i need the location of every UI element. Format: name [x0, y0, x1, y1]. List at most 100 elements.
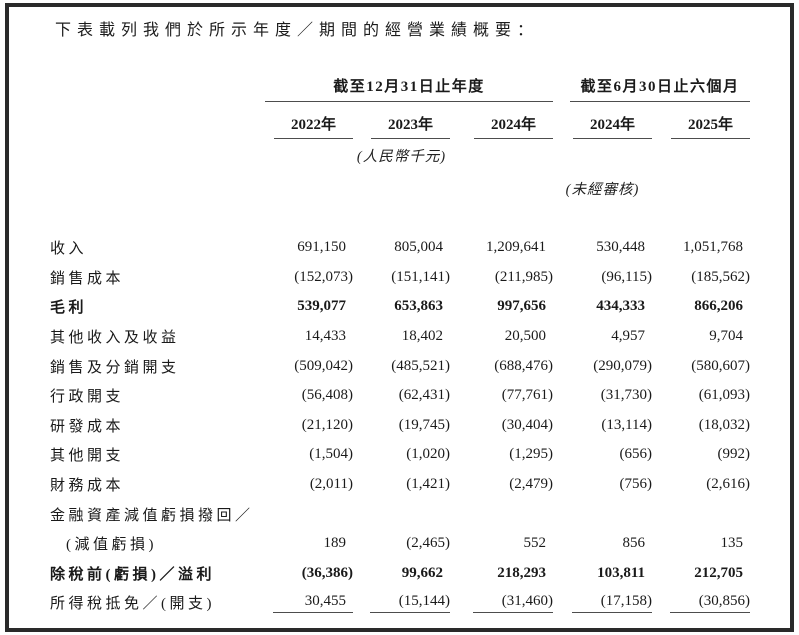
cell-value: 653,863 [394, 298, 443, 315]
cell-value: 99,662 [401, 564, 443, 581]
table-row-cost-of-sales: 銷售成本 (152,073) (151,141) (211,985) (96,1… [50, 263, 750, 293]
row-label: 其他收入及收益 [50, 330, 180, 347]
row-label: 行政開支 [50, 389, 125, 406]
unaudited-note: (未經審核) [565, 181, 640, 198]
row-label: 收入 [50, 241, 88, 258]
cell-value: (17,158) [553, 588, 653, 618]
cell-value: 552 [523, 535, 547, 552]
year-header-row: 2022年 2023年 2024年 2024年 2025年 [50, 102, 751, 139]
cell-value: 1,209,641 [486, 239, 547, 256]
row-label: 所得稅抵免／(開支) [50, 596, 215, 613]
cell-value: 1,051,768 [683, 239, 744, 256]
row-label: 銷售及分銷開支 [50, 359, 180, 376]
cell-value: (290,079) [593, 357, 653, 374]
empty-cell [50, 139, 265, 171]
cell-value: 18,402 [401, 328, 443, 345]
cell-value: (31,460) [450, 588, 554, 618]
col-group-interim-label: 截至6月30日止六個月 [570, 75, 751, 102]
empty-cell [652, 171, 750, 205]
empty-cell [353, 171, 450, 205]
col-group-interim: 截至6月30日止六個月 [553, 75, 751, 102]
table-row-admin-expenses: 行政開支 (56,408) (62,431) (77,761) (31,730)… [50, 381, 750, 411]
cell-value: (19,745) [398, 416, 450, 433]
cell-value: (485,521) [391, 357, 450, 374]
cell-value: 539,077 [297, 298, 346, 315]
cell-value: (185,562) [691, 268, 751, 285]
cell-value: (36,386) [301, 564, 353, 581]
row-label: 研發成本 [50, 418, 125, 435]
empty-cell [652, 139, 750, 171]
table-row-profit-before-tax: 除稅前(虧損)／溢利 (36,386) 99,662 218,293 103,8… [50, 559, 750, 589]
cell-value: (2,465) [406, 535, 450, 552]
cell-value: (2,479) [509, 476, 554, 493]
cell-value: 4,957 [611, 328, 646, 345]
cell-value: 212,705 [694, 564, 744, 581]
cell-value: (31,730) [600, 387, 653, 404]
row-label: 除稅前(虧損)／溢利 [50, 566, 215, 583]
cell-value: (1,020) [406, 446, 450, 463]
cell-value: 14,433 [304, 328, 346, 345]
cell-value [652, 499, 750, 529]
cell-value [450, 499, 553, 529]
table-row-impairment-line1: 金融資產減值虧損撥回／ [50, 499, 750, 529]
table-row-income-tax: 所得稅抵免／(開支) 30,455 (15,144) (31,460) (17,… [50, 588, 751, 618]
cell-value: (756) [619, 476, 653, 493]
empty-cell [50, 75, 265, 102]
cell-value: (62,431) [398, 387, 450, 404]
cell-value: (151,141) [391, 268, 450, 285]
currency-note: (人民幣千元) [356, 148, 447, 165]
cell-value: 20,500 [504, 328, 547, 345]
cell-value: (992) [717, 446, 751, 463]
financial-table: 截至12月31日止年度 截至6月30日止六個月 2022年 2023年 2024… [50, 75, 751, 618]
cell-value: 103,811 [597, 564, 646, 581]
year-header: 2025年 [652, 102, 751, 139]
group-header-row: 截至12月31日止年度 截至6月30日止六個月 [50, 75, 751, 102]
table-row-revenue: 收入 691,150 805,004 1,209,641 530,448 1,0… [50, 233, 750, 263]
cell-value: 856 [622, 535, 646, 552]
cell-value: (18,032) [698, 416, 751, 433]
cell-value: 30,455 [265, 588, 353, 618]
cell-value: (77,761) [501, 387, 554, 404]
cell-value: (2,616) [706, 476, 751, 493]
cell-value: (509,042) [294, 357, 353, 374]
year-header: 2024年 [553, 102, 653, 139]
table-row-rd-costs: 研發成本 (21,120) (19,745) (30,404) (13,114)… [50, 411, 750, 441]
table-row-selling-expenses: 銷售及分銷開支 (509,042) (485,521) (688,476) (2… [50, 351, 750, 381]
cell-value: (656) [619, 446, 653, 463]
empty-cell [553, 139, 652, 171]
section-intro: 下表載列我們於所示年度／期間的經營業績概要： [55, 22, 540, 39]
cell-value: (1,295) [509, 446, 554, 463]
cell-value: (2,011) [309, 476, 353, 493]
col-group-annual: 截至12月31日止年度 [265, 75, 554, 102]
row-label: 銷售成本 [50, 270, 125, 287]
empty-cell [265, 171, 353, 205]
cell-value: 805,004 [394, 239, 443, 256]
table-row-other-expenses: 其他開支 (1,504) (1,020) (1,295) (656) (992) [50, 440, 750, 470]
cell-value: 189 [323, 535, 347, 552]
cell-value: 218,293 [497, 564, 547, 581]
table-row-finance-costs: 財務成本 (2,011) (1,421) (2,479) (756) (2,61… [50, 470, 750, 500]
table-row-gross-profit: 毛利 539,077 653,863 997,656 434,333 866,2… [50, 292, 750, 322]
empty-cell [50, 171, 265, 205]
spacer [50, 205, 750, 233]
row-label: (減值虧損) [66, 537, 157, 554]
cell-value [265, 499, 353, 529]
cell-value: (1,504) [309, 446, 353, 463]
cell-value: (30,856) [652, 588, 751, 618]
year-header: 2022年 [265, 102, 353, 139]
cell-value: 9,704 [709, 328, 744, 345]
empty-cell [50, 102, 265, 139]
col-group-annual-label: 截至12月31日止年度 [265, 75, 554, 102]
table-row-impairment-line2: (減值虧損) 189 (2,465) 552 856 135 [50, 529, 750, 559]
cell-value [353, 499, 450, 529]
cell-value: 530,448 [596, 239, 646, 256]
cell-value: (15,144) [353, 588, 450, 618]
table-row-other-income: 其他收入及收益 14,433 18,402 20,500 4,957 9,704 [50, 322, 750, 352]
cell-value: (688,476) [494, 357, 554, 374]
year-header: 2023年 [353, 102, 450, 139]
cell-value: (1,421) [406, 476, 450, 493]
cell-value: 997,656 [497, 298, 547, 315]
cell-value: (96,115) [601, 268, 653, 285]
cell-value: (61,093) [698, 387, 751, 404]
